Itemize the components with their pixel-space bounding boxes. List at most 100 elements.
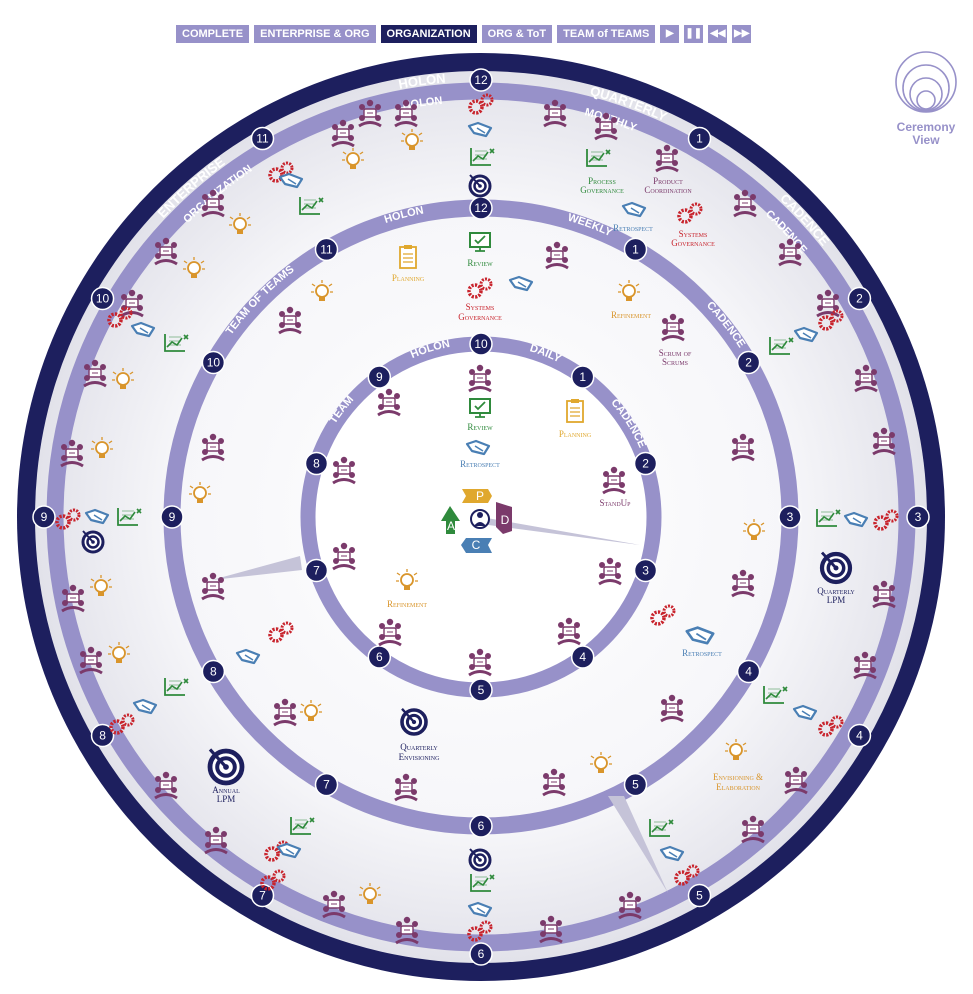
tot-number-badge: 7 [314,772,339,797]
gears-icon [109,713,135,735]
tot-number-badge: 6 [469,814,493,838]
outer-number: 9 [41,510,48,524]
growth-chart-icon [769,337,794,355]
lightbulb-icon [183,257,205,278]
people-group-icon [542,768,566,797]
ceremony-view-button[interactable]: Ceremony View [890,50,962,147]
lightbulb-icon [311,280,333,301]
handshake-icon [467,121,493,138]
tot-number: 11 [320,242,333,256]
tot-number-badge: 10 [201,350,226,375]
team-number-badge: 8 [304,451,329,476]
rewind-icon[interactable]: ◀◀ [708,25,728,43]
people-group-icon [557,617,581,646]
play-icon[interactable]: ▶ [660,25,680,43]
ceremony-labels: Process Governance Product Coordination … [212,176,855,804]
people-group-icon [332,456,356,485]
tot-number: 8 [210,665,217,679]
pdca-cycle: P D C A [441,489,512,553]
people-group-icon [358,99,382,128]
lightbulb-icon [396,569,418,590]
people-group-icon [741,815,765,844]
growth-chart-icon [763,686,788,704]
view-toolbar: COMPLETE ENTERPRISE & ORG ORGANIZATION O… [176,25,752,43]
scrum-of-scrums-label: Scrum of [659,348,692,358]
lightbulb-icon [590,752,612,773]
people-group-icon [273,698,297,727]
fast-forward-icon[interactable]: ▶▶ [732,25,752,43]
outer-number: 5 [696,888,703,902]
growth-chart-icon [470,148,495,166]
quarterly-lpm-label: Quarterly [817,586,855,596]
view-org-tot-button[interactable]: ORG & ToT [481,25,553,43]
tot-number: 6 [478,819,485,833]
outer-number: 6 [478,947,485,961]
people-icons [60,99,896,945]
outer-top-label: HOLON [397,71,446,92]
team-number-badge: 2 [633,451,658,476]
systems-governance-org-label: Systems [679,229,708,239]
handshake-icon [621,201,647,218]
svg-text:Elaboration: Elaboration [716,782,760,792]
handshake-icon [685,626,715,645]
review-tot-label: Review [467,258,493,268]
team-number-badge: 7 [304,558,329,583]
outer-number-badge: 3 [906,505,930,529]
tot-number-badge: 8 [201,659,226,684]
outer-number-badge: 10 [90,286,115,311]
growth-chart-icon [117,508,142,526]
view-organization-button[interactable]: ORGANIZATION [380,25,477,43]
people-group-icon [332,542,356,571]
team-number-badge: 3 [633,558,658,583]
outer-number: 11 [256,132,269,146]
outer-number-badge: 11 [250,126,275,151]
lightbulb-icon [229,213,251,234]
tot-clock-hand [212,556,302,580]
tot-number: 7 [323,778,330,792]
pause-icon[interactable]: ❚❚ [684,25,704,43]
do-arrow-icon [496,502,512,534]
org-clock-hand [608,796,668,893]
team-number: 2 [642,457,649,471]
tot-number-badge: 12 [469,196,493,220]
lightbulb-icon [359,883,381,904]
check-arrow-icon [461,538,492,553]
view-enterprise-org-button[interactable]: ENTERPRISE & ORG [254,25,376,43]
people-group-icon [655,144,679,173]
lightbulb-icon [189,482,211,503]
review-screen-icon [469,398,491,418]
outer-number-badge: 12 [469,68,493,92]
gears-icon [260,869,286,891]
outer-number-badge: 5 [687,883,712,908]
gears-icon [818,309,844,331]
people-group-icon [154,771,178,800]
lightbulb-icon [743,519,765,540]
outer-number-badge: 6 [469,942,493,966]
view-team-of-teams-button[interactable]: TEAM of TEAMS [557,25,656,43]
people-group-icon [731,433,755,462]
growth-chart-icon [816,509,841,527]
team-number-badge: 4 [570,645,595,669]
svg-text:HOLON: HOLON [397,71,446,92]
people-group-icon [204,826,228,855]
handshake-icon [132,698,158,715]
view-complete-button[interactable]: COMPLETE [176,25,250,43]
people-group-icon [872,427,896,456]
team-clock-hand [481,517,640,545]
outer-number-badge: 2 [847,286,872,311]
envisioning-elaboration-label: Envisioning & [713,772,763,782]
tot-number-badge: 5 [623,772,648,797]
people-group-icon [201,189,225,218]
team-number: 9 [376,370,383,384]
team-number: 5 [478,683,485,697]
review-screen-icon [469,232,491,252]
gears-icon [467,277,493,299]
gears-icon [55,508,81,530]
handshake-icon [278,172,304,189]
svg-text:Governance: Governance [580,185,624,195]
gears-icon [467,920,493,942]
tot-number: 2 [745,356,752,370]
lightbulb-icon [342,148,364,169]
people-group-icon [201,572,225,601]
lightbulb-icon [108,642,130,663]
